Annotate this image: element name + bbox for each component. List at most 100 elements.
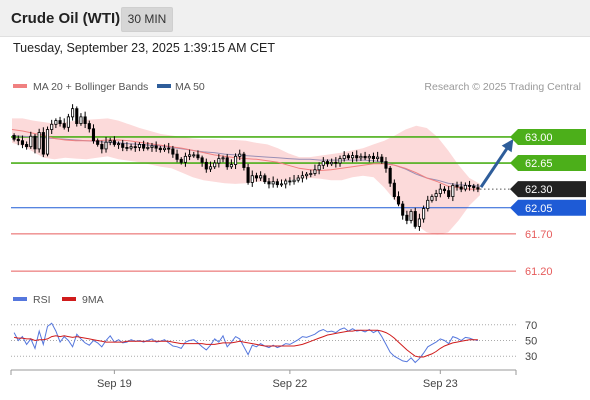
candle bbox=[229, 159, 233, 170]
candle bbox=[87, 120, 91, 133]
candle bbox=[217, 154, 221, 168]
candle-body bbox=[20, 140, 24, 145]
candle-body bbox=[451, 185, 455, 197]
candle bbox=[108, 137, 112, 146]
candle bbox=[279, 179, 284, 187]
candle-body bbox=[200, 157, 204, 163]
candle bbox=[288, 177, 292, 186]
candle bbox=[25, 141, 29, 150]
price-tag-resistance bbox=[510, 128, 586, 145]
candle-body bbox=[384, 161, 388, 169]
candle-body bbox=[351, 155, 355, 159]
candle-body bbox=[346, 155, 350, 159]
candle bbox=[29, 131, 33, 149]
candle bbox=[58, 116, 62, 127]
candle bbox=[300, 171, 304, 183]
candle bbox=[426, 195, 430, 212]
chart-header: Crude Oil (WTI) 30 MIN bbox=[0, 0, 590, 37]
candle-body bbox=[142, 144, 146, 149]
candle-body bbox=[325, 161, 330, 165]
candle-body bbox=[154, 145, 158, 149]
candle bbox=[162, 144, 167, 152]
candle-body bbox=[213, 162, 217, 168]
candle-body bbox=[121, 143, 125, 148]
candle-body bbox=[150, 145, 154, 148]
candle-body bbox=[221, 157, 225, 160]
price-tag-label: 62.65 bbox=[525, 158, 553, 170]
candle-body bbox=[192, 154, 196, 157]
candle-body bbox=[355, 155, 359, 159]
candle bbox=[305, 172, 309, 180]
candle bbox=[401, 201, 405, 220]
candle bbox=[455, 181, 459, 191]
candle-body bbox=[300, 175, 304, 179]
candle bbox=[179, 157, 183, 165]
candle bbox=[351, 151, 355, 163]
candle-body bbox=[33, 135, 37, 150]
x-axis: Sep 19 Sep 22 Sep 23 bbox=[97, 370, 458, 390]
candle-body bbox=[83, 116, 87, 124]
candle bbox=[71, 104, 75, 121]
candle bbox=[338, 155, 342, 167]
candle bbox=[196, 150, 200, 161]
candle-body bbox=[100, 144, 104, 150]
candle-body bbox=[62, 123, 66, 128]
candle bbox=[33, 134, 37, 154]
candle bbox=[330, 158, 334, 167]
candle-body bbox=[125, 147, 129, 149]
ma20-legend-label: MA 20 + Bollinger Bands bbox=[33, 81, 148, 93]
candle bbox=[91, 124, 96, 144]
candle bbox=[62, 118, 66, 130]
candle bbox=[104, 136, 108, 153]
x-tick-label: Sep 22 bbox=[272, 378, 307, 390]
candle bbox=[346, 153, 350, 161]
rsi-tick-label: 70 bbox=[525, 320, 537, 332]
rsi-tick-label: 30 bbox=[525, 351, 537, 363]
candle-body bbox=[330, 161, 334, 165]
copyright-text: Research © 2025 Trading Central bbox=[424, 81, 581, 93]
candle-body bbox=[50, 123, 54, 130]
candle bbox=[50, 119, 54, 134]
candle bbox=[12, 133, 16, 142]
candle-body bbox=[430, 196, 434, 201]
candle-body bbox=[71, 108, 75, 118]
candle-body bbox=[463, 185, 467, 190]
candle-body bbox=[321, 161, 325, 166]
candle bbox=[183, 152, 187, 167]
candle-body bbox=[208, 166, 213, 170]
candle-body bbox=[162, 147, 167, 151]
candle-body bbox=[58, 120, 62, 124]
candle-body bbox=[459, 186, 463, 190]
candle bbox=[434, 189, 438, 202]
candle-body bbox=[363, 155, 367, 159]
candle bbox=[250, 170, 254, 187]
candle-body bbox=[279, 183, 284, 186]
interval-badge[interactable]: 30 MIN bbox=[121, 7, 173, 32]
candle-body bbox=[334, 161, 338, 164]
candle bbox=[175, 149, 179, 163]
candle-body bbox=[25, 144, 29, 148]
candle bbox=[37, 128, 41, 153]
candle-body bbox=[104, 141, 108, 150]
candle-body bbox=[238, 153, 242, 157]
candle bbox=[254, 172, 258, 182]
candle-body bbox=[405, 214, 409, 221]
candle-body bbox=[359, 155, 363, 159]
candle bbox=[468, 180, 472, 191]
candle bbox=[380, 154, 384, 164]
candle-body bbox=[246, 167, 250, 183]
candle bbox=[154, 141, 158, 152]
price-tag-label: 62.30 bbox=[525, 184, 553, 196]
candle bbox=[208, 161, 213, 172]
candle bbox=[75, 106, 79, 127]
candle bbox=[359, 153, 363, 161]
candle bbox=[317, 162, 321, 175]
candle bbox=[167, 142, 171, 154]
candle bbox=[451, 183, 455, 202]
candle-body bbox=[434, 193, 438, 197]
candle bbox=[100, 140, 104, 154]
instrument-title: Crude Oil (WTI) bbox=[11, 10, 121, 27]
ma50-legend-label: MA 50 bbox=[175, 81, 205, 93]
candle-body bbox=[112, 140, 116, 145]
candle bbox=[117, 141, 121, 149]
